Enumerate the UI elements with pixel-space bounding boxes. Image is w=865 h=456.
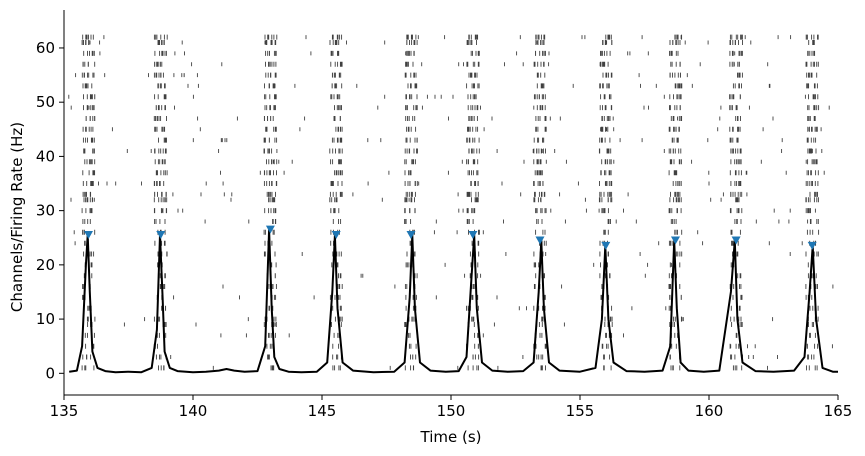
spike-ticks [68,34,834,371]
peak-marker [535,236,545,245]
firing-rate-line [69,228,838,374]
x-tick-label: 150 [437,402,466,420]
peak-marker [331,231,341,240]
y-axis-title: Channels/Firing Rate (Hz) [8,122,26,312]
x-tick-label: 160 [695,402,724,420]
x-tick-label: 165 [824,402,853,420]
peak-marker [670,236,680,245]
peak-marker [156,231,166,240]
x-tick-label: 155 [566,402,595,420]
firing-rate-series [69,228,838,374]
x-tick-label: 135 [50,402,79,420]
x-tick-label: 145 [308,402,337,420]
y-tick-label: 10 [36,310,55,328]
peak-marker [406,231,416,240]
y-tick-label: 0 [45,364,55,382]
y-tick-label: 60 [36,39,55,57]
peak-marker [468,231,478,240]
peak-marker [84,231,94,240]
peak-markers [84,225,817,250]
peak-marker [731,236,741,245]
y-tick-label: 20 [36,256,55,274]
peak-marker [265,225,275,234]
spike-raster [68,34,834,371]
x-axis-title: Time (s) [420,428,482,446]
peak-marker [601,241,611,250]
x-tick-label: 140 [179,402,208,420]
y-tick-label: 40 [36,147,55,165]
y-tick-label: 50 [36,93,55,111]
peak-marker [807,241,817,250]
y-tick-label: 30 [36,202,55,220]
axes: 135 140 145 150 155 160 165 0 10 20 30 40 50 60 [36,10,852,420]
